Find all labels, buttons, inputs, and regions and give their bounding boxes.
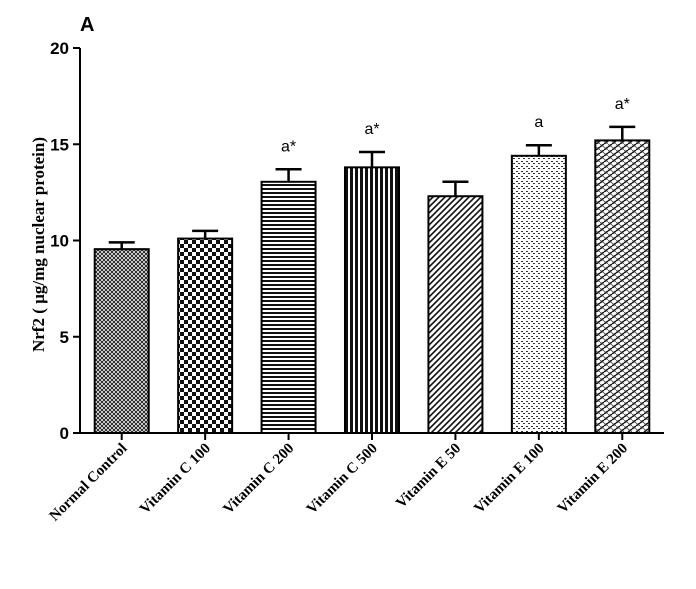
x-category-label: Vitamin C 500	[304, 441, 381, 518]
bar-6	[510, 154, 567, 435]
panel-label: A	[80, 14, 94, 36]
y-axis-label: Nrf2 ( µg/mg nuclear protein)	[29, 137, 48, 352]
y-tick-label: 20	[50, 39, 69, 58]
x-category-label: Vitamin E 200	[555, 441, 631, 517]
y-tick-label: 5	[60, 328, 69, 347]
significance-label: a*	[615, 96, 630, 113]
significance-label: a*	[364, 121, 379, 138]
x-category-label: Normal Control	[47, 441, 131, 525]
significance-label: a	[534, 114, 543, 131]
bar-5	[427, 195, 484, 434]
bar-3	[260, 180, 317, 434]
x-category-label: Vitamin C 100	[137, 441, 214, 518]
bars	[93, 125, 651, 435]
bar-7	[594, 139, 651, 434]
y-tick-label: 0	[60, 424, 69, 443]
significance-label: a*	[281, 138, 296, 155]
bar-1	[93, 248, 150, 434]
y-tick-label: 10	[50, 232, 69, 251]
y-tick-label: 15	[50, 135, 69, 154]
bar-2	[177, 237, 234, 434]
x-category-label: Vitamin E 100	[471, 441, 547, 517]
x-category-label: Vitamin C 200	[220, 441, 297, 518]
bar-4	[344, 166, 400, 434]
x-category-label: Vitamin E 50	[393, 441, 464, 512]
